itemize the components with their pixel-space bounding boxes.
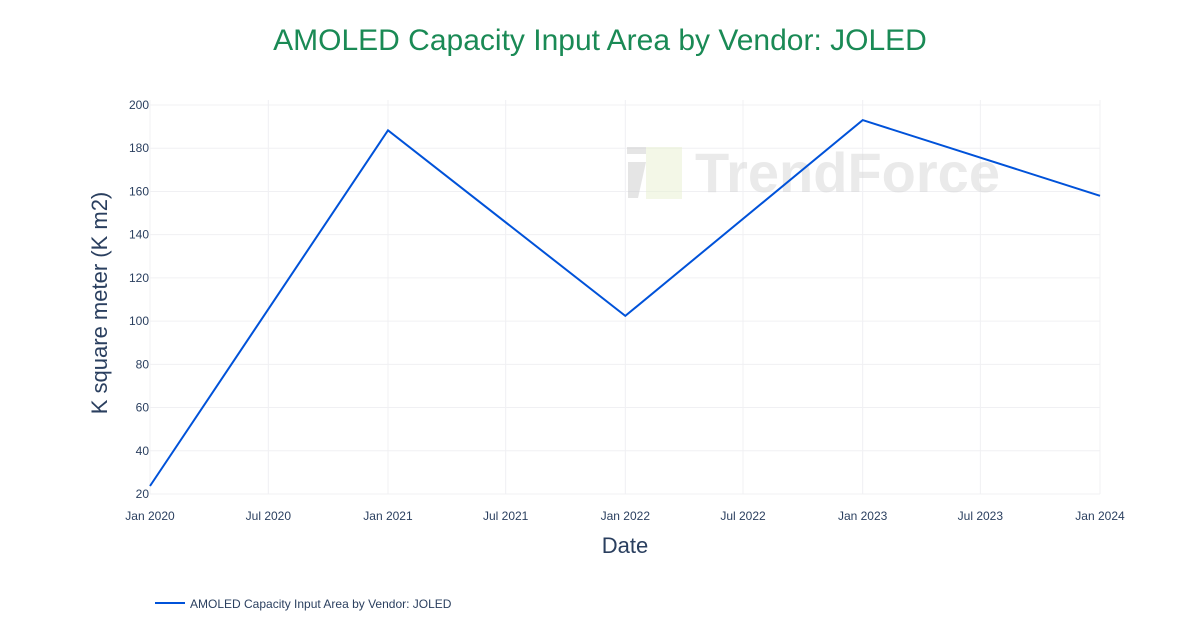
y-axis-ticks: 20 40 60 80 100 120 140 160 180 200 — [129, 98, 149, 501]
y-tick-label: 20 — [136, 487, 150, 501]
watermark-logo: TrendForce — [627, 141, 1000, 204]
y-tick-label: 140 — [129, 228, 149, 242]
y-tick-label: 160 — [129, 184, 149, 198]
y-tick-label: 180 — [129, 141, 149, 155]
x-tick-label: Jan 2023 — [838, 509, 888, 523]
x-tick-label: Jul 2023 — [958, 509, 1004, 523]
grid — [149, 100, 1101, 495]
chart-title: AMOLED Capacity Input Area by Vendor: JO… — [273, 24, 927, 57]
series-line — [149, 118, 1101, 487]
y-tick-label: 40 — [136, 444, 150, 458]
y-tick-label: 60 — [136, 401, 150, 415]
y-tick-label: 80 — [136, 357, 150, 371]
legend[interactable]: AMOLED Capacity Input Area by Vendor: JO… — [155, 597, 452, 611]
legend-label: AMOLED Capacity Input Area by Vendor: JO… — [190, 597, 452, 611]
y-tick-label: 120 — [129, 271, 149, 285]
svg-text:TrendForce: TrendForce — [695, 141, 1000, 204]
x-tick-label: Jan 2020 — [125, 509, 175, 523]
x-axis-label: Date — [602, 533, 648, 558]
x-tick-label: Jul 2022 — [720, 509, 766, 523]
x-tick-label: Jul 2021 — [483, 509, 529, 523]
x-tick-label: Jan 2022 — [601, 509, 651, 523]
y-tick-label: 100 — [129, 314, 149, 328]
x-tick-label: Jan 2021 — [363, 509, 413, 523]
y-axis-label: K square meter (K m2) — [87, 192, 112, 415]
x-axis-ticks: Jan 2020 Jul 2020 Jan 2021 Jul 2021 Jan 2022… — [125, 509, 1125, 523]
x-tick-label: Jan 2024 — [1075, 509, 1125, 523]
x-tick-label: Jul 2020 — [246, 509, 292, 523]
y-tick-label: 200 — [129, 98, 149, 112]
